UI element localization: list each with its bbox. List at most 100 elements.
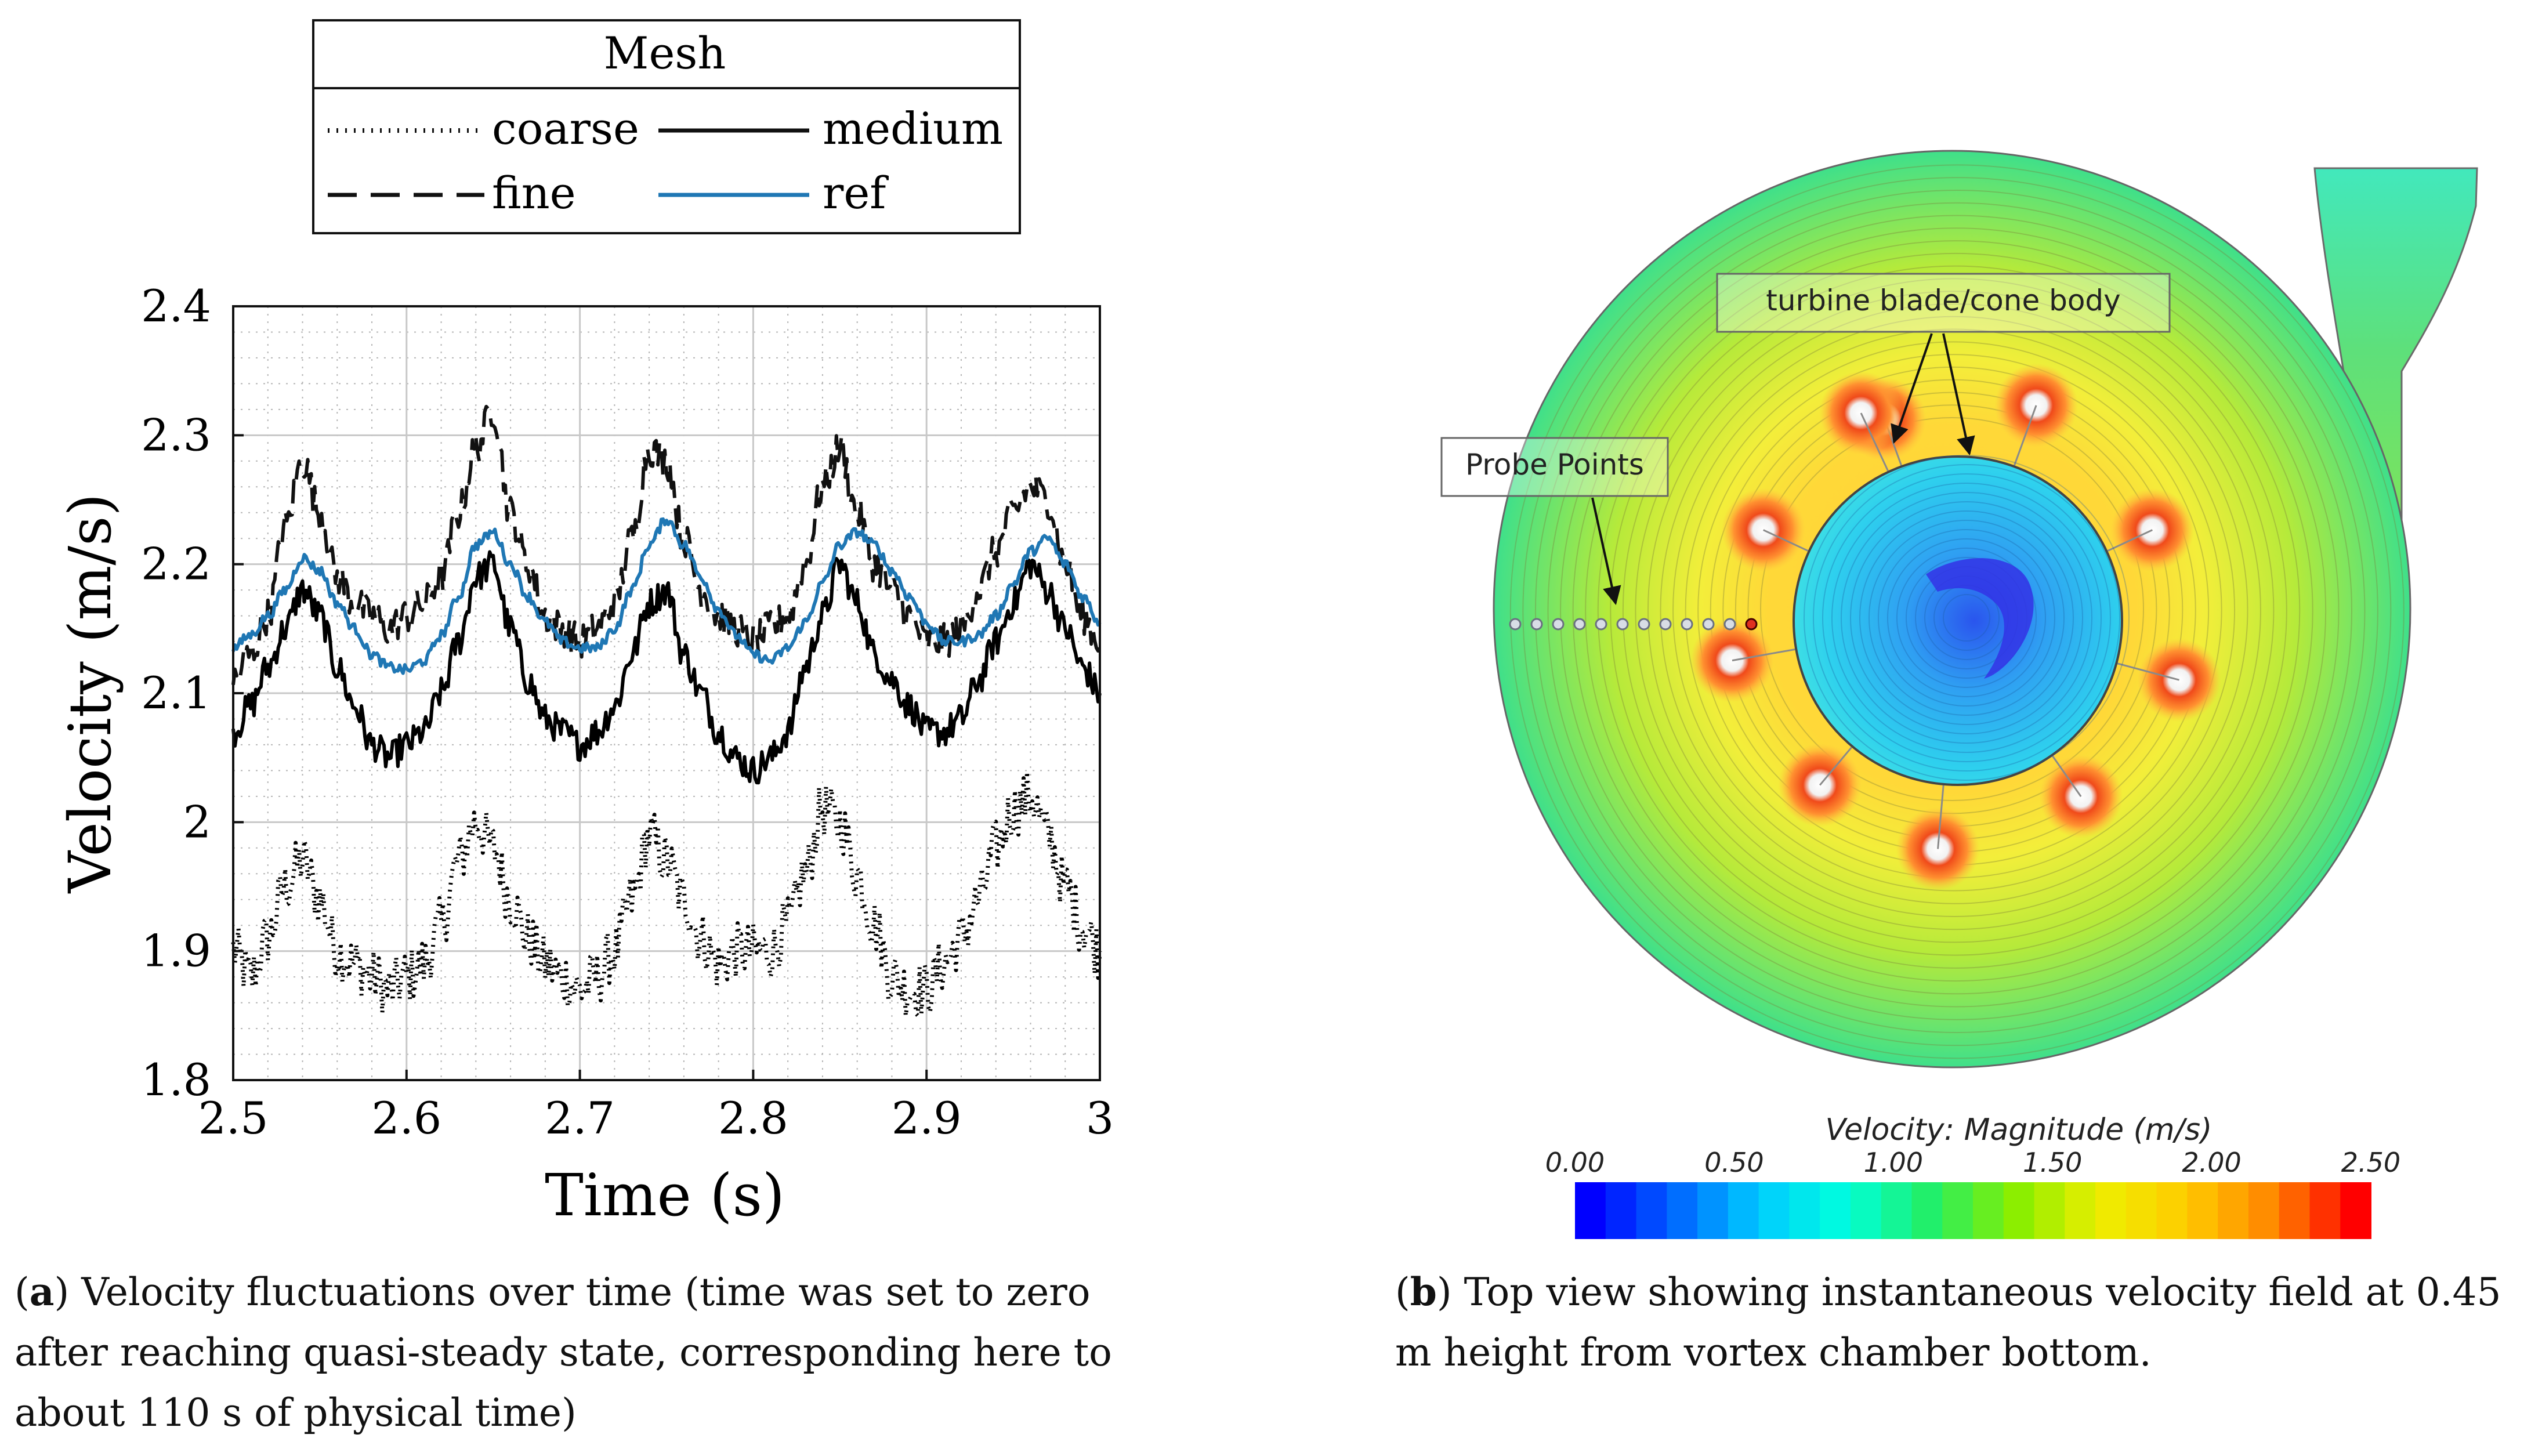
- low-velocity-core: [1926, 558, 2034, 679]
- y-tick-label: 2.1: [141, 667, 211, 719]
- inner-contour-ring: [1813, 464, 2120, 772]
- inner-contour-ring: [1850, 501, 2083, 734]
- series-coarse: [231, 769, 1102, 1018]
- legend-ref-label: ref: [823, 167, 889, 219]
- colorbar-tick-label: 1.00: [1864, 1147, 1923, 1178]
- blade-line: [1732, 649, 1795, 662]
- colorbar-cell: [2309, 1182, 2341, 1239]
- colorbar-cell: [1728, 1182, 1759, 1239]
- annotation-box-turbine: [1716, 273, 2171, 333]
- contour-ring: [1522, 177, 2392, 1046]
- probe-point: [1723, 618, 1736, 631]
- contour-ring: [1597, 252, 2313, 969]
- colorbar-cell: [1820, 1182, 1851, 1239]
- colorbar-cell: [2187, 1182, 2219, 1239]
- legend-box: [312, 19, 1021, 234]
- arrow-to-probes: [1591, 497, 1621, 606]
- velocity-time-chart: Mesh coarse medium fine ref 2.5 2.6 2.7 2.8…: [56, 19, 1114, 1229]
- inner-contour-ring: [1887, 538, 2046, 697]
- colorbar-cell: [1605, 1182, 1637, 1239]
- blade-line: [2052, 755, 2082, 797]
- blade-line: [2107, 529, 2153, 552]
- x-axis-label: Time (s): [545, 1161, 785, 1229]
- arrow-to-blade: [1891, 333, 1933, 444]
- caption-a-text: Velocity fluctuations over time (time wa…: [15, 1270, 1112, 1435]
- blade-line: [2117, 662, 2179, 681]
- contour-ring: [1585, 240, 2327, 982]
- annotation-probe-points: Probe Points: [1440, 437, 1669, 606]
- x-tick-label: 2.8: [718, 1092, 788, 1144]
- annotation-box-probe: [1440, 437, 1669, 497]
- caption-b: (b) Top view showing instantaneous veloc…: [1395, 1269, 2501, 1375]
- caption-a-letter: a: [29, 1269, 55, 1314]
- contour-ring: [1547, 202, 2366, 1020]
- colorbar-cell: [1789, 1182, 1821, 1239]
- colorbar-cell: [2218, 1182, 2249, 1239]
- series-medium: [231, 550, 1102, 785]
- contour-ring: [1647, 303, 2261, 917]
- contour-ring: [1534, 189, 2378, 1033]
- probe-point: [1745, 618, 1758, 631]
- contour-ring: [1672, 328, 2236, 892]
- colorbar-cell: [2248, 1182, 2280, 1239]
- colorbar-cell: [2340, 1182, 2371, 1239]
- colorbar-cell: [2065, 1182, 2096, 1239]
- chart-legend: Mesh coarse medium fine ref: [312, 19, 1021, 234]
- contour-ring: [1560, 215, 2353, 1008]
- colorbar-cell: [1942, 1182, 1974, 1239]
- probe-point: [1573, 618, 1586, 631]
- inner-contour-ring: [1831, 483, 2102, 753]
- colorbar-cell: [1667, 1182, 1699, 1239]
- colorbar-cell: [2095, 1182, 2127, 1239]
- x-tick-label: 3: [1086, 1092, 1114, 1144]
- contour-ring: [1660, 316, 2248, 904]
- colorbar: [1575, 1182, 2371, 1239]
- y-tick-label: 2.2: [141, 538, 211, 590]
- contour-ring: [1509, 164, 2405, 1059]
- colorbar-cell: [1636, 1182, 1668, 1239]
- series-layer: [231, 404, 1102, 1018]
- inner-contour-ring: [1822, 473, 2111, 762]
- probe-point: [1702, 618, 1715, 631]
- colorbar-cell: [2034, 1182, 2066, 1239]
- inner-contour-ring: [1841, 492, 2092, 744]
- probe-point: [1681, 618, 1693, 631]
- probe-point: [1530, 618, 1543, 631]
- colorbar-tick-label: 2.50: [2341, 1147, 2400, 1178]
- legend-coarse-label: coarse: [492, 103, 639, 154]
- contour-ring: [1622, 278, 2287, 943]
- inner-contour-ring: [1878, 529, 2055, 707]
- x-tick-label: 2.5: [198, 1092, 269, 1144]
- blade-line: [1819, 747, 1852, 786]
- y-tick-label: 2: [183, 796, 211, 847]
- contour-ring: [1760, 417, 2144, 801]
- probe-point: [1616, 618, 1629, 631]
- y-axis-label: Velocity (m/s): [56, 494, 124, 894]
- contour-ring: [1635, 291, 2275, 930]
- y-tick-label: 2.3: [141, 409, 211, 461]
- colorbar-cell: [1911, 1182, 1943, 1239]
- colorbar-cell: [1973, 1182, 2004, 1239]
- colorbar-tick-label: 0.50: [1704, 1147, 1764, 1178]
- colorbar-title: Velocity: Magnitude (m/s): [1826, 1113, 2213, 1147]
- series-fine: [231, 404, 1102, 685]
- arrow-to-cone: [1942, 333, 1975, 456]
- colorbar-cell: [2125, 1182, 2157, 1239]
- cone-body: [1793, 455, 2123, 786]
- colorbar-cell: [1758, 1182, 1790, 1239]
- colorbar-cell: [2279, 1182, 2311, 1239]
- blade-line: [2014, 405, 2037, 466]
- colorbar-cell: [1575, 1182, 1606, 1239]
- x-tick-label: 2.9: [892, 1092, 962, 1144]
- probe-point: [1659, 618, 1672, 631]
- colorbar-cell: [1697, 1182, 1729, 1239]
- series-ref: [231, 517, 1102, 675]
- colorbar-cell: [1850, 1182, 1882, 1239]
- y-tick-label: 2.4: [141, 280, 211, 332]
- caption-a: (a) Velocity fluctuations over time (tim…: [15, 1269, 1112, 1435]
- turbine-blade-markers: [1690, 363, 2221, 891]
- colorbar-ticks: 0.00 0.50 1.00 1.50 2.00 2.50: [1545, 1147, 2400, 1178]
- inner-contour-ring: [1869, 520, 2065, 716]
- colorbar-tick-label: 1.50: [2023, 1147, 2082, 1178]
- y-tick-label: 1.9: [141, 925, 211, 977]
